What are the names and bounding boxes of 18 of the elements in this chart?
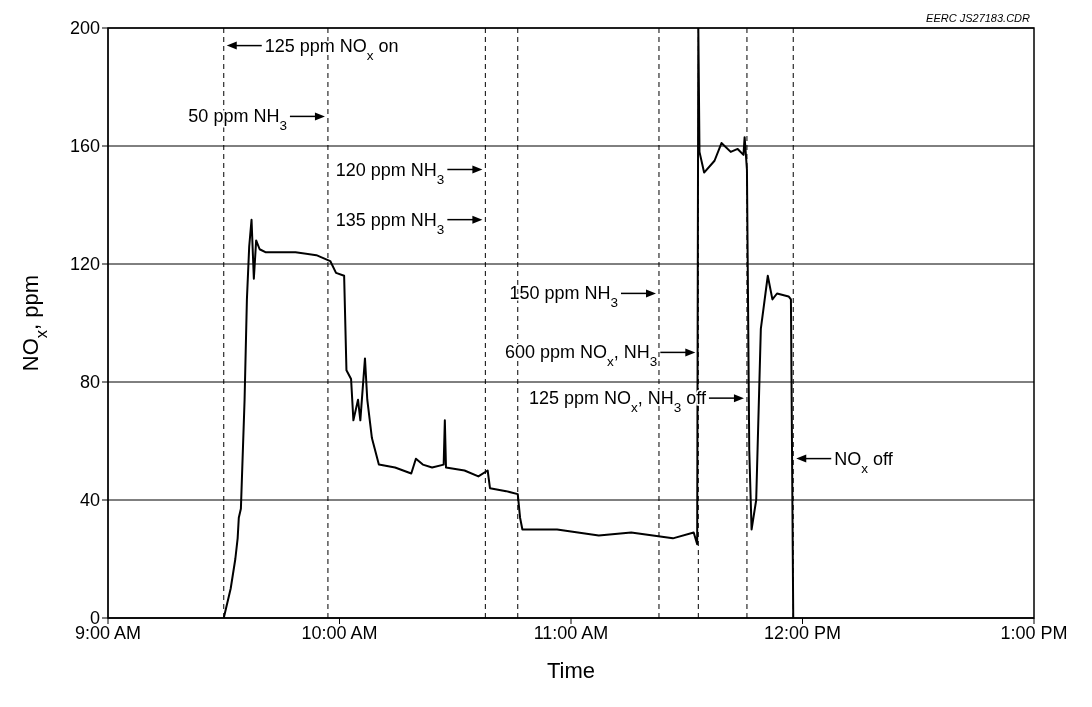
y-tick-label: 160 (69, 136, 100, 157)
annotation: 150 ppm NH$_{3}$ (509, 283, 618, 310)
y-tick-label: 200 (69, 18, 100, 39)
annotation: 125 ppm NO$_{x}$ on (264, 35, 399, 63)
annotation: 120 ppm NH$_{3}$ (335, 159, 445, 186)
annotation: 50 ppm NH$_{3}$ (188, 106, 287, 133)
annotation: NO$_{x}$ off (834, 448, 894, 476)
x-tick-label: 1:00 PM (1000, 622, 1068, 643)
x-tick-label: 12:00 PM (763, 622, 842, 643)
text: EERC JS27183.CDR (926, 12, 1031, 24)
y-tick-label: 40 (79, 490, 100, 511)
x-axis-title: Time (546, 658, 596, 683)
annotation: 600 ppm NO$_{x}$, NH$_{3}$ (505, 342, 658, 369)
y-tick-label: 120 (69, 254, 100, 275)
x-tick-label: 11:00 AM (533, 622, 609, 643)
x-tick-label: 10:00 AM (301, 622, 378, 643)
annotation: 135 ppm NH$_{3}$ (335, 209, 445, 237)
y-tick-label: 80 (79, 372, 100, 393)
